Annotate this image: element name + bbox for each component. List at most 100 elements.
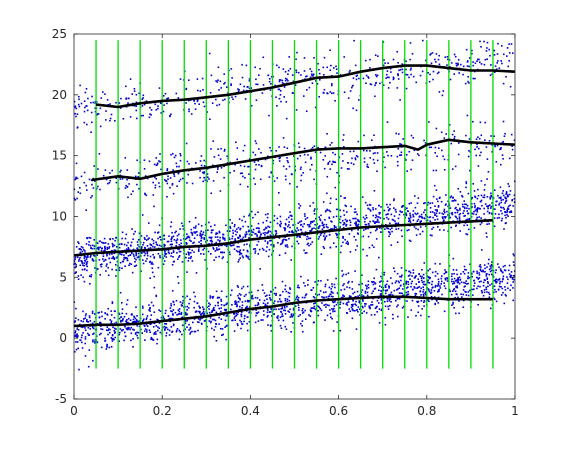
data-point <box>434 152 436 154</box>
data-point <box>243 85 245 88</box>
data-point <box>123 339 125 342</box>
data-point <box>267 225 269 228</box>
data-point <box>91 121 93 124</box>
data-point <box>430 295 433 298</box>
data-point <box>333 225 336 227</box>
data-point <box>290 331 292 333</box>
data-point <box>149 308 151 310</box>
data-point <box>218 323 220 325</box>
data-point <box>79 257 81 259</box>
data-point <box>217 79 219 81</box>
data-point <box>313 57 315 59</box>
data-point <box>414 276 416 279</box>
data-point <box>336 233 338 236</box>
data-point <box>373 162 376 164</box>
data-point <box>318 72 321 75</box>
data-point <box>213 224 216 226</box>
data-point <box>244 177 246 179</box>
data-point <box>240 294 242 296</box>
data-point <box>188 323 190 326</box>
data-point <box>486 266 488 268</box>
data-point <box>297 315 300 318</box>
data-point <box>450 142 453 145</box>
data-point <box>247 256 249 259</box>
data-point <box>280 310 282 313</box>
data-point <box>361 282 363 285</box>
data-point <box>332 292 334 294</box>
data-point <box>436 218 439 221</box>
data-point <box>237 236 240 239</box>
data-point <box>452 197 454 199</box>
data-point <box>452 290 454 292</box>
data-point <box>364 303 366 305</box>
data-point <box>286 300 289 303</box>
data-point <box>326 66 328 69</box>
data-point <box>374 84 376 87</box>
data-point <box>355 109 358 112</box>
data-point <box>218 255 220 258</box>
data-point <box>364 292 367 294</box>
data-point <box>273 308 275 311</box>
data-point <box>436 215 438 217</box>
data-point <box>380 231 382 233</box>
data-point <box>403 204 405 207</box>
data-point <box>193 306 195 309</box>
data-point <box>413 226 416 228</box>
data-point <box>106 326 109 328</box>
data-point <box>464 290 466 293</box>
data-point <box>115 328 117 330</box>
data-point <box>366 254 368 257</box>
data-point <box>210 225 212 228</box>
data-point <box>276 64 278 67</box>
data-point <box>176 185 178 187</box>
data-point <box>444 287 447 290</box>
data-point <box>314 106 317 109</box>
data-point <box>335 208 338 211</box>
data-point <box>502 265 505 268</box>
data-point <box>384 286 387 288</box>
data-point <box>316 229 319 232</box>
data-point <box>442 217 444 220</box>
data-point <box>480 266 482 268</box>
data-point <box>502 190 504 192</box>
data-point <box>430 292 432 295</box>
data-point <box>490 135 492 137</box>
data-point <box>91 95 93 98</box>
data-point <box>467 294 470 297</box>
data-point <box>248 291 251 294</box>
data-point <box>110 320 113 322</box>
data-point <box>241 323 243 325</box>
data-point <box>376 152 379 154</box>
data-point <box>189 298 191 301</box>
data-point <box>510 284 512 287</box>
data-point <box>495 281 497 283</box>
data-point <box>152 194 155 196</box>
data-point <box>435 189 438 191</box>
data-point <box>400 229 403 232</box>
data-point <box>257 222 260 225</box>
data-point <box>167 240 170 243</box>
data-point <box>199 233 202 235</box>
data-point <box>454 165 457 168</box>
data-point <box>331 228 333 230</box>
data-point <box>206 173 209 175</box>
data-point <box>104 259 107 261</box>
data-point <box>235 314 238 317</box>
data-point <box>443 158 446 161</box>
data-point <box>142 251 145 253</box>
data-point <box>473 190 476 192</box>
data-point <box>288 221 290 223</box>
data-point <box>255 83 257 86</box>
data-point <box>156 318 158 321</box>
data-point <box>99 188 101 191</box>
data-point <box>303 223 305 225</box>
data-point <box>209 92 212 94</box>
data-point <box>330 228 332 230</box>
data-point <box>197 99 199 101</box>
data-point <box>478 58 480 61</box>
data-point <box>397 304 399 306</box>
data-point <box>502 278 504 281</box>
data-point <box>502 275 505 278</box>
data-point <box>429 207 432 209</box>
data-point <box>513 254 515 257</box>
